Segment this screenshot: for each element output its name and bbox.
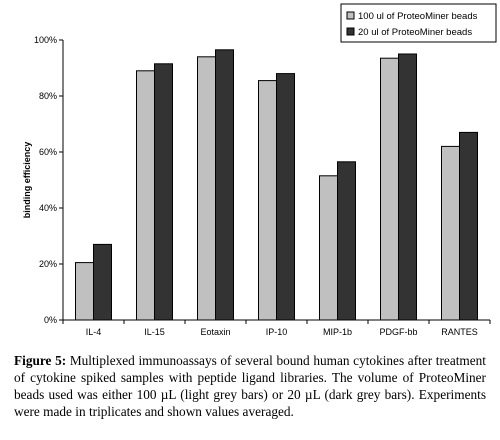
bar-series1-il-4 — [75, 262, 94, 321]
x-ticks-group: IL-4 IL-15 Eotaxin IP-10 MIP-1b PDGF-bb RANTES — [62, 320, 491, 337]
legend-box — [340, 3, 497, 43]
legend-swatch — [346, 11, 355, 20]
bar-series2-ip-10 — [276, 73, 295, 321]
x-tick-label: IL-4 — [86, 327, 102, 337]
bar-series2-rantes — [459, 131, 478, 321]
y-axis-title: binding efficiency — [22, 142, 32, 219]
bar-series1-il-15 — [136, 70, 155, 321]
y-tick-label: 80% — [39, 91, 57, 101]
bar-series1-eotaxin — [197, 56, 216, 321]
x-tick-label: IP-10 — [266, 327, 288, 337]
bar-series2-mip-1b — [337, 161, 356, 321]
y-tick-label: 100% — [34, 35, 57, 45]
legend-label: 20 ul of ProteoMiner beads — [358, 27, 472, 38]
bar-series2-il-15 — [154, 63, 173, 321]
caption-text: Multiplexed immunoassays of several boun… — [14, 353, 486, 419]
x-tick-label: MIP-1b — [323, 327, 352, 337]
bar-series1-mip-1b — [319, 175, 338, 321]
x-tick-label: Eotaxin — [200, 327, 230, 337]
y-ticks-group: 0% 20% 40% 60% 80% 100% — [34, 35, 63, 325]
x-tick-label: IL-15 — [144, 327, 165, 337]
y-tick-label: 40% — [39, 203, 57, 213]
x-tick-label: RANTES — [441, 327, 478, 337]
y-tick-label: 0% — [44, 315, 57, 325]
bar-series1-pdgf-bb — [380, 57, 399, 321]
bar-chart: 0% 20% 40% 60% 80% 100% IL-4 IL-15 Eotaxin IP-10… — [22, 3, 497, 337]
legend-label: 100 ul of ProteoMiner beads — [358, 11, 478, 22]
x-tick-label: PDGF-bb — [379, 327, 417, 337]
legend: 100 ul of ProteoMiner beads 20 ul of Prot… — [340, 3, 497, 43]
bar-series1-ip-10 — [258, 80, 277, 321]
figure-caption: Figure 5: Multiplexed immunoassays of se… — [14, 352, 486, 420]
bars-group — [75, 49, 478, 321]
y-tick-label: 20% — [39, 259, 57, 269]
bar-series1-rantes — [441, 145, 460, 321]
caption-label: Figure 5: — [14, 353, 67, 368]
bar-series2-il-4 — [93, 243, 112, 321]
bar-series2-eotaxin — [215, 49, 234, 321]
axes-group — [62, 40, 490, 321]
bar-series2-pdgf-bb — [398, 53, 417, 321]
legend-swatch — [346, 27, 355, 36]
y-tick-label: 60% — [39, 147, 57, 157]
